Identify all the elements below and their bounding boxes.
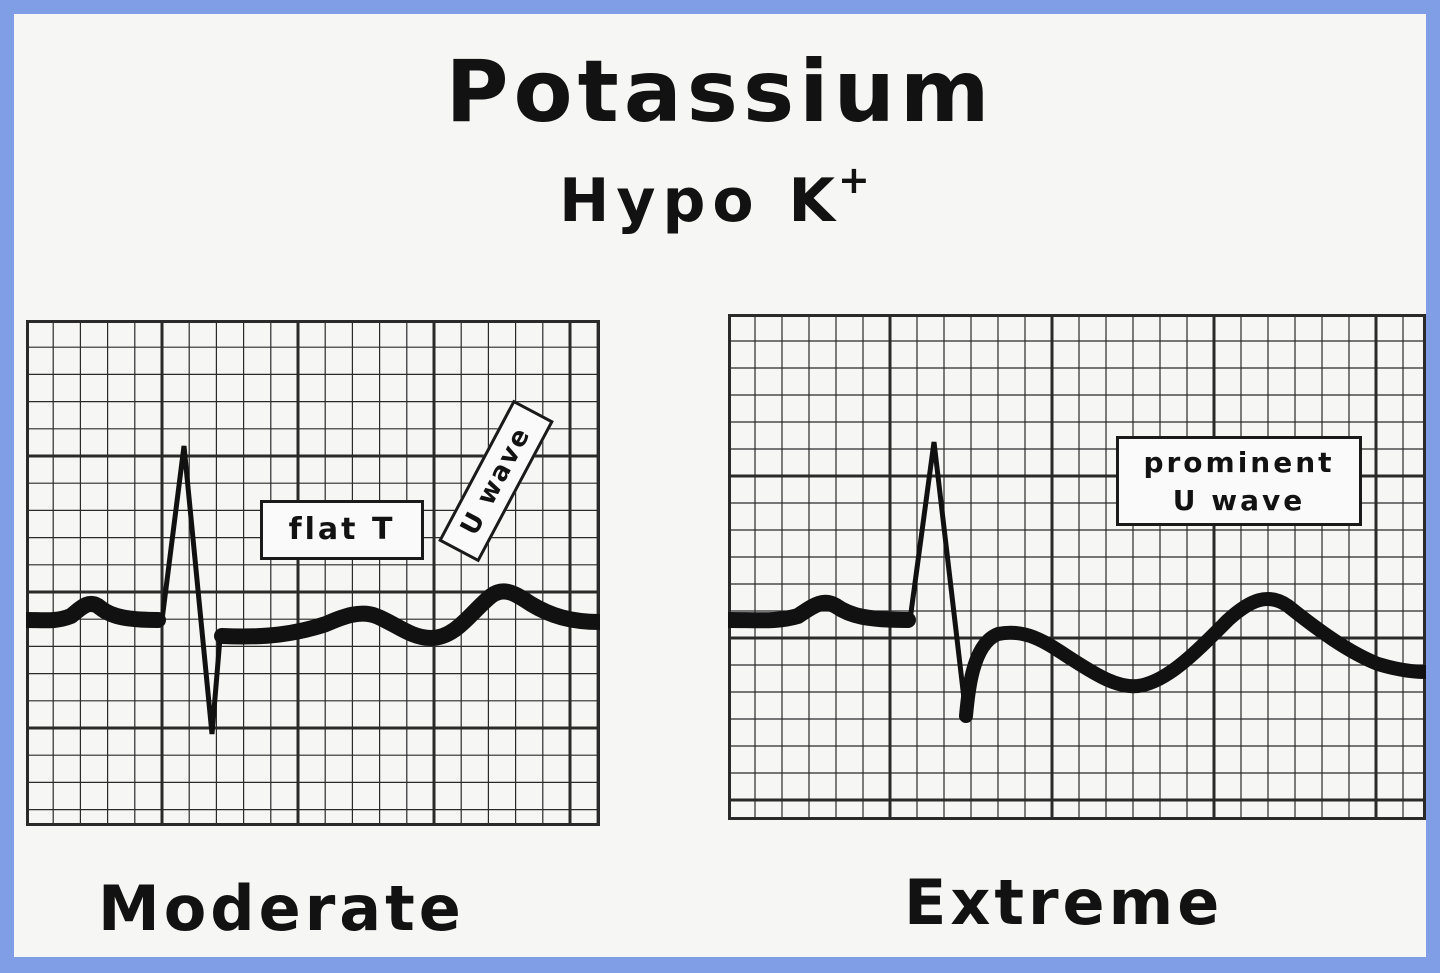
ecg-trace-moderate (26, 595, 166, 629)
ecg-trace-extreme (728, 594, 916, 629)
caption-moderate: Moderate (98, 872, 465, 945)
ecg-grid-extreme (728, 314, 1426, 820)
page-title: Potassium (445, 42, 995, 142)
label-prominent-line2: U wave (1172, 484, 1306, 517)
caption-extreme: Extreme (904, 866, 1224, 939)
ecg-trace-moderate-after (214, 583, 600, 646)
label-prominent-u-wave: prominent U wave (1116, 436, 1362, 526)
subtitle-text: Hypo K (559, 166, 843, 236)
label-flat-t: flat T (260, 500, 424, 560)
ecg-strip-extreme (728, 314, 1426, 820)
ecg-strip-moderate (26, 320, 600, 826)
ecg-grid-moderate (26, 320, 600, 826)
ecg-qrs-extreme (907, 441, 969, 717)
ecg-trace-extreme-after (959, 591, 1426, 723)
subtitle-superscript: + (838, 158, 877, 202)
label-prominent-line1: prominent (1143, 446, 1335, 479)
page-subtitle: Hypo K+ (14, 158, 1426, 236)
ecg-qrs-moderate (159, 445, 223, 735)
